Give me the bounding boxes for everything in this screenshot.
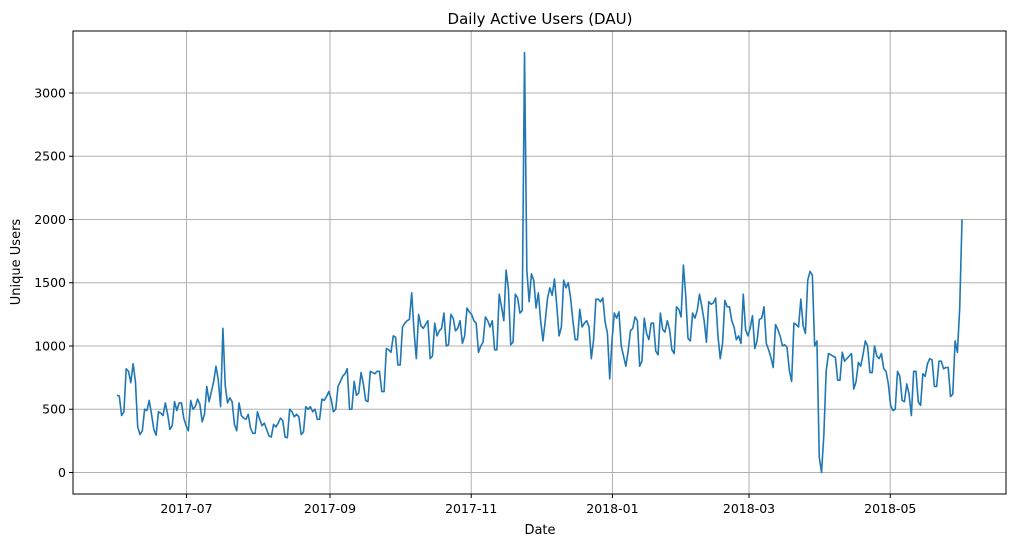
- y-tick-label: 1000: [34, 338, 66, 353]
- y-tick-label: 500: [42, 402, 66, 417]
- series-layer: [116, 51, 963, 474]
- y-tick-label: 2000: [34, 212, 66, 227]
- y-tick-label: 0: [58, 465, 66, 480]
- y-tick-label: 3000: [34, 85, 66, 100]
- x-tick-label: 2018-03: [723, 501, 775, 516]
- x-axis: 2017-07 2017-09 2017-11 2018-01 2018-03 2018-…: [160, 494, 916, 516]
- grid-layer: [73, 31, 1006, 494]
- x-tick-label: 2017-09: [304, 501, 356, 516]
- series-line: [116, 51, 963, 474]
- chart-title: Daily Active Users (DAU): [448, 10, 633, 28]
- x-tick-label: 2017-11: [445, 501, 497, 516]
- x-tick-label: 2018-01: [586, 501, 638, 516]
- x-axis-label: Date: [524, 523, 555, 538]
- y-tick-label: 2500: [34, 149, 66, 164]
- x-tick-label: 2018-05: [864, 501, 916, 516]
- x-tick-label: 2017-07: [160, 501, 212, 516]
- y-axis: 0 500 1000 1500 2000 2500 3000: [34, 85, 73, 480]
- y-axis-label: Unique Users: [9, 219, 24, 306]
- y-tick-label: 1500: [34, 275, 66, 290]
- plot-frame: [72, 30, 1007, 495]
